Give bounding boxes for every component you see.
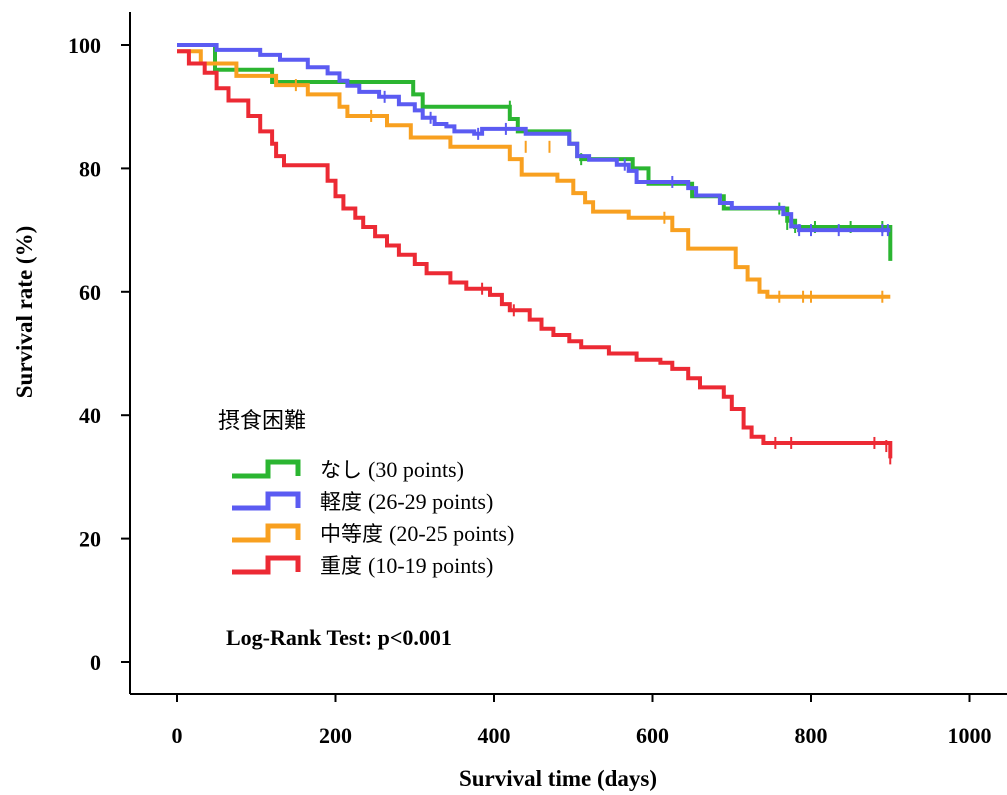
y-axis-title: Survival rate (%) <box>12 226 37 398</box>
series-group <box>177 43 893 261</box>
series-group <box>177 49 893 465</box>
x-tick-label: 1000 <box>948 723 992 748</box>
y-tick-label: 60 <box>79 280 101 305</box>
y-tick-label: 20 <box>79 527 101 552</box>
legend-label-points: (20-25 points) <box>389 521 514 546</box>
series-line <box>177 49 893 459</box>
y-tick-label: 80 <box>79 156 101 181</box>
legend-label-jp: 中等度 <box>320 522 383 546</box>
log-rank-annotation: Log-Rank Test: p<0.001 <box>226 625 452 650</box>
ticks: 0 200 400 600 800 1000 0 20 40 60 80 100 <box>68 33 992 748</box>
series-line <box>177 43 893 261</box>
legend-swatch <box>232 491 301 511</box>
legend-label-points: (30 points) <box>368 457 464 482</box>
legend-label-jp: なし <box>320 458 362 482</box>
legend-label-jp: 軽度 <box>320 490 362 514</box>
legend: なし (30 points)軽度 (26-29 points) 中等度 (20-25 p… <box>232 457 514 578</box>
series-layer <box>177 43 893 465</box>
series-line <box>177 49 891 299</box>
x-tick-label: 600 <box>636 723 669 748</box>
series-group <box>177 49 891 303</box>
x-tick-label: 200 <box>319 723 352 748</box>
x-axis-title: Survival time (days) <box>459 766 657 791</box>
legend-label-points: (10-19 points) <box>368 553 493 578</box>
legend-label-jp: 重度 <box>320 554 362 578</box>
x-tick-label: 400 <box>478 723 511 748</box>
axes <box>129 12 1007 695</box>
series-line <box>177 43 891 233</box>
legend-swatch <box>232 459 301 479</box>
x-tick-label: 800 <box>795 723 828 748</box>
series-group <box>177 43 891 237</box>
legend-swatch <box>232 555 301 575</box>
legend-label-points: (26-29 points) <box>368 489 493 514</box>
y-tick-label: 100 <box>68 33 101 58</box>
legend-swatch <box>232 523 301 543</box>
y-tick-label: 40 <box>79 403 101 428</box>
x-tick-label: 0 <box>172 723 183 748</box>
y-tick-label: 0 <box>90 650 101 675</box>
legend-title: 摂食困難 <box>218 409 306 434</box>
